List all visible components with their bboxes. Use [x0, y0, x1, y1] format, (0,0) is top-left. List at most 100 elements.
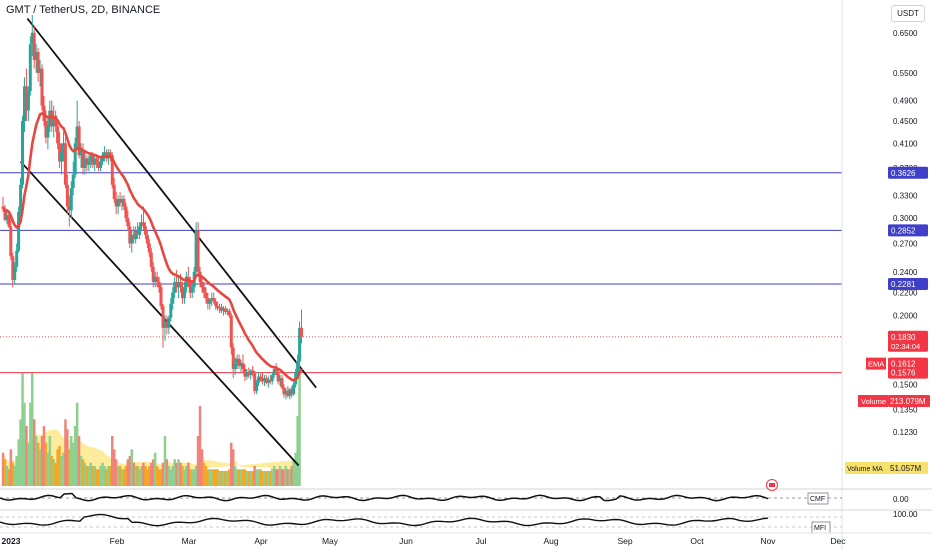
- candle-body: [286, 390, 290, 396]
- volume-bar: [114, 459, 118, 486]
- candle-body: [245, 372, 249, 377]
- candle-body: [235, 358, 239, 363]
- volume-bar: [83, 462, 87, 486]
- x-tick-label: 2023: [2, 536, 21, 546]
- candle-body: [282, 387, 286, 395]
- volume-bar: [222, 471, 225, 486]
- volume-bar: [155, 466, 159, 486]
- candle-body: [138, 226, 142, 235]
- candle-body: [69, 188, 73, 211]
- candle-body: [147, 243, 151, 253]
- candle-body: [79, 149, 83, 156]
- volume-bar: [230, 442, 233, 486]
- level-label: 0.2852: [891, 226, 916, 235]
- volume-bar: [284, 466, 288, 486]
- candle-body: [132, 234, 136, 240]
- volume-name-label: Volume: [861, 397, 886, 406]
- candle-body: [274, 369, 278, 374]
- volume-bar: [130, 449, 133, 486]
- candle-body: [114, 199, 118, 207]
- ema-name-bg: [866, 357, 886, 370]
- x-tick-label: May: [322, 536, 339, 546]
- volume-bar: [29, 402, 32, 486]
- volume-bar: [165, 459, 169, 486]
- mfi-name-label: MFI: [814, 525, 826, 532]
- volume-value-bg: [888, 395, 930, 407]
- volume-bar: [206, 469, 210, 486]
- x-tick-label: Apr: [254, 536, 267, 546]
- volume-bar: [249, 471, 252, 486]
- candle-body: [85, 158, 89, 165]
- candle-body: [126, 218, 130, 227]
- volume-bar: [40, 436, 44, 486]
- candle-body: [52, 115, 56, 127]
- volume-bar: [103, 466, 106, 486]
- candle-body: [44, 121, 48, 138]
- volume-bar: [286, 469, 290, 486]
- volume-bar: [148, 466, 151, 486]
- volume-bar: [292, 459, 295, 486]
- volume-bar: [282, 469, 286, 486]
- candle-body: [239, 363, 243, 366]
- volume-bar: [272, 466, 276, 486]
- candle-body: [145, 234, 149, 244]
- candle-body: [194, 230, 198, 272]
- candle-body: [214, 301, 218, 307]
- volume-bar: [93, 466, 96, 486]
- volume-bar: [42, 426, 46, 486]
- candle-body: [206, 298, 210, 304]
- volume-bar: [73, 426, 77, 486]
- volume-bar: [232, 449, 235, 486]
- candle-body: [151, 266, 155, 282]
- volume-bar: [269, 471, 272, 486]
- candle-body: [268, 379, 272, 382]
- candle-body: [284, 390, 288, 395]
- candle-body: [229, 315, 233, 348]
- candle-body: [261, 378, 264, 382]
- currency-button[interactable]: USDT: [891, 5, 925, 22]
- candle-body: [77, 126, 81, 156]
- candle-body: [124, 206, 128, 219]
- y-tick-label: 0.4100: [893, 139, 918, 148]
- candle-body: [200, 282, 204, 288]
- candle-body: [255, 382, 259, 391]
- volume-bar: [33, 419, 36, 486]
- candle-body: [71, 174, 75, 189]
- candle-body: [104, 152, 108, 159]
- candle-body: [83, 158, 87, 168]
- candle-body: [190, 287, 194, 293]
- candle-body: [253, 373, 257, 391]
- candle-body: [103, 152, 106, 156]
- candle-body: [140, 222, 143, 227]
- candle-body: [196, 230, 200, 272]
- volume-bar: [259, 469, 262, 486]
- volume-bar: [198, 406, 202, 486]
- candle-body: [278, 378, 282, 382]
- candle-body: [75, 126, 79, 144]
- candle-body: [1, 206, 5, 209]
- candle-body: [167, 317, 171, 328]
- ema-line: [2, 112, 303, 382]
- candle-body: [17, 211, 21, 251]
- volume-bar: [175, 462, 178, 486]
- volume-bar: [226, 471, 229, 486]
- last-price-label: 0.1830: [891, 333, 916, 342]
- volume-bar: [75, 402, 79, 486]
- volume-bar: [34, 436, 38, 486]
- volume-bar: [50, 456, 53, 486]
- y-tick-label: 0.1230: [893, 428, 918, 437]
- candle-body: [223, 308, 227, 312]
- volume-bar: [21, 372, 24, 486]
- volume-bar: [138, 469, 141, 486]
- volume-bar: [255, 469, 258, 486]
- cmf-name-bg: [807, 492, 829, 505]
- volume-ma-value-bg: [888, 462, 928, 474]
- volume-bar: [91, 466, 94, 486]
- volume-bar: [204, 466, 208, 486]
- volume-bar: [278, 466, 282, 486]
- volume-bar: [107, 466, 110, 486]
- level-label-bg: [888, 224, 928, 237]
- support-label: 0.1576: [891, 369, 916, 378]
- y-tick-label: 0.2700: [893, 240, 918, 249]
- volume-bar: [261, 471, 264, 486]
